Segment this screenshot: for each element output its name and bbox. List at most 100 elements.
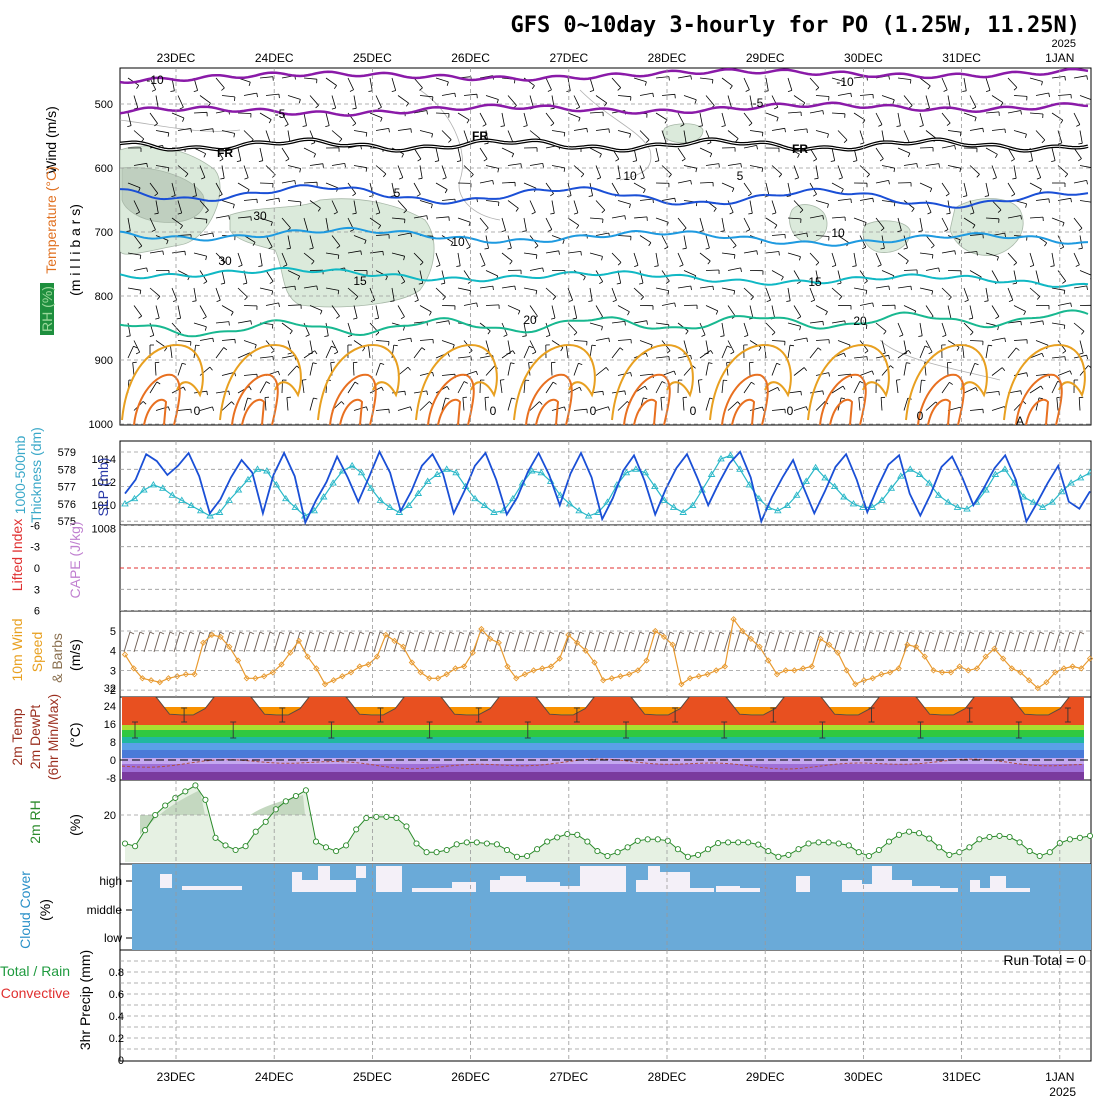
surface-barb (213, 631, 221, 653)
wind-barb-flag (602, 391, 604, 396)
wind-barb (479, 147, 488, 160)
wind-barb (1079, 165, 1091, 168)
rh-marker (292, 792, 299, 800)
wind-barb-flag (776, 362, 781, 366)
wind-barb-flag (1081, 331, 1085, 335)
wind-barb (309, 163, 323, 166)
wind-barb-flag (228, 321, 230, 326)
rh-marker (775, 853, 782, 860)
surface-barb-flag (259, 631, 265, 635)
wind-barb (771, 305, 776, 319)
wind-barb (815, 130, 829, 135)
wind-barb-flag (1004, 128, 1006, 133)
wind-barb-flag (880, 227, 885, 232)
dewpoint-line (121, 758, 1083, 770)
wind-barb (221, 130, 235, 134)
temp-tick: -8 (106, 773, 116, 785)
wind-barb (969, 95, 977, 108)
wind-barb (881, 340, 886, 354)
wind-barb (523, 112, 528, 126)
wind-barb-flag (550, 107, 555, 110)
wind-marker (1052, 669, 1059, 676)
wind-barb (655, 381, 663, 394)
wind-barb (589, 287, 593, 301)
wind-barb (237, 352, 251, 359)
slp-tick: 1010 (92, 500, 116, 512)
wind-barb (545, 182, 554, 194)
wind-barb-flag (1050, 265, 1055, 267)
thickness-marker (821, 474, 829, 481)
wind-barb-flag (608, 337, 610, 343)
wind-barb-flag (492, 180, 494, 185)
wind-barb-flag (378, 225, 382, 229)
surface-barb (863, 631, 871, 653)
surface-barb (843, 631, 851, 653)
wind-barb (133, 305, 143, 317)
wind-barb (413, 147, 422, 160)
wind-barb-flag (201, 177, 206, 180)
wind-barb (177, 128, 191, 131)
wind-marker (530, 667, 537, 674)
thickness-marker (215, 508, 224, 515)
wind-barb (963, 251, 977, 254)
wind-barb (199, 95, 211, 104)
thickness-marker (1076, 474, 1085, 481)
wind-barb-flag (382, 251, 384, 256)
wind-barb-flag (705, 247, 710, 250)
wind-barb (617, 305, 630, 313)
wind-marker (1025, 677, 1033, 684)
wind-barb (259, 356, 273, 359)
surface-barb (243, 631, 251, 653)
wind-barb (793, 406, 807, 411)
wind-barb (809, 215, 823, 219)
wind-barb (633, 320, 647, 324)
wind-barb-flag (862, 246, 866, 250)
rh-markers (121, 782, 1094, 860)
pressure-units-label: (m i l l i b a r s) (67, 204, 83, 296)
cloud-bar (452, 882, 476, 892)
wind-barb-flag (151, 89, 156, 92)
surface-barb-flag (829, 631, 835, 635)
wind-barb (1035, 340, 1049, 346)
wind-barb-flag (203, 153, 207, 158)
wind-barb-flag (302, 125, 307, 127)
wind-barb-flag (666, 350, 671, 354)
wind-barb-flag (1078, 158, 1082, 162)
wind-barb-flag (381, 386, 384, 391)
wind-barb-flag (843, 139, 848, 143)
wind-barb-flag (562, 239, 565, 244)
cape-tick: 6 (34, 606, 40, 618)
wind-barb-flag (883, 330, 887, 335)
wind-barb (903, 269, 918, 271)
wind-barb (435, 147, 440, 161)
wind-barb-flag (484, 142, 489, 145)
precip-panel: 0.80.60.40.20 Run Total = 0 (109, 952, 1091, 1067)
wind-marker (478, 625, 485, 633)
wind-frame (119, 610, 1092, 698)
wind-barb-flag (815, 87, 820, 91)
rh-marker (956, 849, 963, 856)
wind-units-label: Wind (m/s) (43, 106, 59, 174)
wind-barb (682, 397, 685, 411)
thickness-marker (584, 512, 593, 519)
wind-barb-flag (550, 122, 555, 127)
wind-barb (303, 77, 317, 80)
lifted-index-label: Lifted Index (9, 519, 25, 591)
surface-barb (623, 631, 631, 653)
wind-barb (243, 340, 257, 346)
wind-barb (941, 217, 949, 230)
wind-barb (243, 397, 248, 411)
surface-barb (833, 631, 841, 653)
cloud-bar (318, 866, 330, 892)
wind-barb-flag (380, 117, 383, 122)
wind-barb (259, 112, 272, 120)
wind-marker (956, 663, 963, 670)
surface-barb-flag (529, 631, 535, 635)
wind-barb (397, 406, 411, 411)
wind-barb (1079, 340, 1084, 354)
wind-barb (749, 406, 763, 411)
wind-barb-flag (617, 262, 622, 266)
wind-barb-flag (938, 267, 940, 272)
